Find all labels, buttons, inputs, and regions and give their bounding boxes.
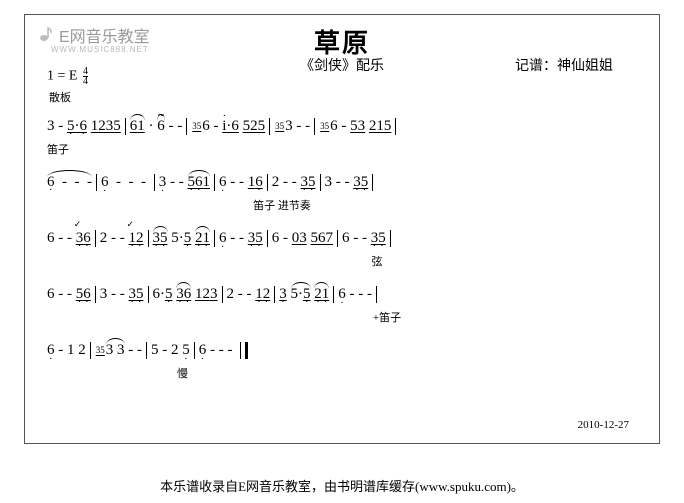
- score-sheet: E网音乐教室 WWW.MUSIC888.NET 草原 《剑侠》配乐 记谱：神仙姐…: [24, 14, 660, 444]
- score-date: 2010-12-27: [578, 419, 629, 431]
- time-signature: 4 4: [83, 67, 88, 86]
- tempo-label-5: 慢: [177, 365, 637, 381]
- notation-lines: 3 - 5·6 123561 · 6 - -356 - i·6 525353 -…: [47, 103, 637, 383]
- instrument-label-3: 弦: [117, 253, 637, 269]
- instrument-label-1: 笛子: [47, 141, 637, 157]
- page-footer: 本乐谱收录自E网音乐教室，由书明谱库缓存(www.spuku.com)。: [0, 476, 684, 495]
- instrument-label-2: 笛子 进节奏: [0, 197, 637, 213]
- transcriber-credit: 记谱：神仙姐姐: [515, 55, 613, 75]
- key-signature: 1 = E 4 4: [47, 67, 88, 86]
- instrument-label-4: +笛子: [137, 309, 637, 325]
